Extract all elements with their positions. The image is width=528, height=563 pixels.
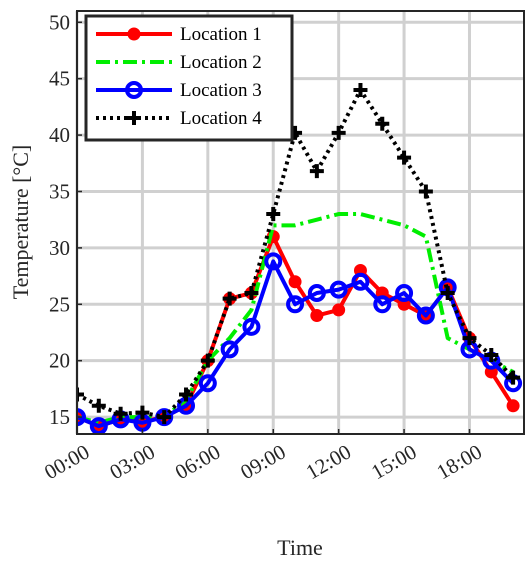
data-point (375, 116, 390, 131)
data-point (91, 398, 106, 413)
series-layer (77, 82, 523, 434)
data-point (506, 370, 521, 385)
data-point (286, 295, 305, 314)
legend-box (84, 14, 294, 142)
data-point (222, 291, 237, 306)
y-tick-label: 40 (49, 123, 70, 147)
y-axis-label: Temperature [°C] (8, 145, 33, 299)
x-tick-label: 06:00 (171, 440, 224, 485)
legend-item: Location 3 (96, 80, 262, 101)
legend-item: Location 2 (96, 52, 262, 73)
data-point (373, 295, 392, 314)
data-point (332, 303, 346, 317)
data-point (462, 331, 477, 346)
data-point (288, 275, 302, 289)
data-point (242, 317, 261, 336)
data-point (353, 82, 368, 97)
data-point (135, 405, 150, 420)
data-point (351, 272, 370, 291)
legend-label: Location 1 (180, 24, 262, 45)
data-point (484, 348, 499, 363)
x-tick-label: 12:00 (302, 440, 355, 485)
data-point (506, 399, 520, 413)
y-tick-label: 45 (49, 67, 70, 91)
series-2 (77, 212, 515, 425)
data-point (77, 387, 84, 402)
data-point (331, 125, 346, 140)
data-point (220, 340, 239, 359)
x-tick-label: 15:00 (367, 440, 420, 485)
legend-item: Location 4 (96, 108, 262, 129)
y-tick-label: 50 (49, 10, 70, 34)
data-point (440, 286, 455, 300)
data-point (198, 374, 217, 393)
y-tick-label: 30 (49, 236, 70, 260)
y-tick-label: 15 (49, 405, 70, 429)
legend: Location 1 Location 2 Location 3 Location 4 (84, 14, 294, 142)
legend-label: Location 2 (180, 52, 262, 73)
series-1 (77, 230, 520, 433)
data-point (329, 280, 348, 299)
legend-label: Location 4 (180, 108, 262, 129)
data-point (179, 387, 194, 402)
data-point (418, 184, 433, 199)
y-tick-label: 20 (49, 349, 70, 373)
data-point (310, 309, 324, 323)
data-point (157, 410, 172, 425)
legend-marker (127, 27, 141, 41)
data-point (395, 284, 414, 302)
data-point (397, 150, 412, 165)
legend-label: Location 3 (180, 80, 262, 101)
axes (76, 10, 525, 435)
x-tick-label: 09:00 (236, 440, 289, 485)
legend-item: Location 1 (96, 24, 262, 45)
plot-frame (76, 10, 525, 435)
data-point (307, 284, 326, 302)
data-point (113, 406, 128, 421)
legend-marker (127, 111, 141, 125)
data-point (266, 207, 281, 222)
x-tick-label: 03:00 (105, 440, 158, 485)
data-point (244, 286, 259, 300)
x-tick-label: 00:00 (40, 440, 93, 485)
x-axis-label: Time (277, 535, 323, 560)
series-4 (77, 82, 521, 425)
grid-lines (75, 11, 524, 434)
series-line (77, 87, 515, 420)
x-tick-label: 18:00 (433, 440, 486, 485)
y-tick-label: 35 (49, 179, 70, 203)
data-point (264, 252, 283, 271)
data-point (416, 306, 435, 325)
data-point (309, 164, 324, 179)
data-point (77, 408, 86, 427)
legend-marker (125, 81, 143, 99)
data-point (200, 353, 215, 368)
y-tick-label: 25 (49, 292, 70, 316)
series-line (77, 212, 515, 425)
